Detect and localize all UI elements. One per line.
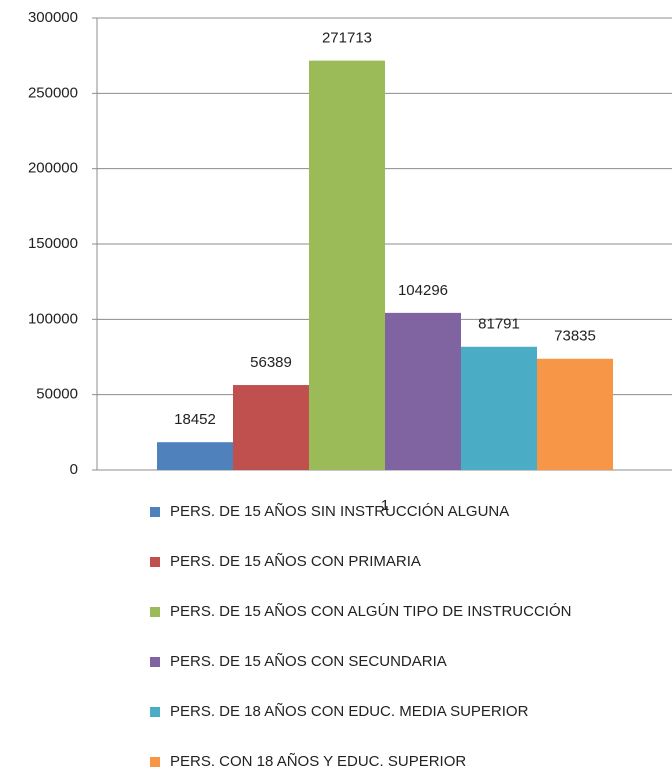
value-label: 81791 bbox=[478, 316, 520, 333]
bar bbox=[385, 312, 461, 470]
bar bbox=[461, 346, 537, 470]
legend-label: PERS. DE 15 AÑOS SIN INSTRUCCIÓN ALGUNA bbox=[170, 503, 509, 520]
value-label: 104296 bbox=[398, 282, 448, 299]
bar bbox=[309, 60, 385, 470]
legend-swatch bbox=[150, 757, 160, 767]
y-tick-label: 300000 bbox=[28, 9, 78, 26]
legend-swatch bbox=[150, 657, 160, 667]
y-tick-label: 50000 bbox=[36, 386, 78, 403]
y-tick-label: 0 bbox=[70, 461, 78, 478]
y-tick-label: 100000 bbox=[28, 310, 78, 327]
legend-label: PERS. DE 15 AÑOS CON SECUNDARIA bbox=[170, 653, 447, 670]
bar bbox=[233, 385, 309, 470]
value-label: 73835 bbox=[554, 328, 596, 345]
legend-label: PERS. CON 18 AÑOS Y EDUC. SUPERIOR bbox=[170, 753, 466, 770]
bar bbox=[537, 358, 613, 470]
y-tick-label: 150000 bbox=[28, 235, 78, 252]
legend-label: PERS. DE 15 AÑOS CON ALGÚN TIPO DE INSTR… bbox=[170, 603, 571, 620]
legend-label: PERS. DE 18 AÑOS CON EDUC. MEDIA SUPERIO… bbox=[170, 703, 529, 720]
value-label: 18452 bbox=[174, 411, 216, 428]
legend-swatch bbox=[150, 607, 160, 617]
value-label: 56389 bbox=[250, 354, 292, 371]
legend-swatch bbox=[150, 707, 160, 717]
legend-swatch bbox=[150, 507, 160, 517]
y-tick-label: 250000 bbox=[28, 84, 78, 101]
legend-swatch bbox=[150, 557, 160, 567]
value-label: 271713 bbox=[322, 30, 372, 47]
y-tick-label: 200000 bbox=[28, 160, 78, 177]
legend-label: PERS. DE 15 AÑOS CON PRIMARIA bbox=[170, 553, 421, 570]
bar bbox=[157, 442, 233, 470]
x-tick-label: 1 bbox=[381, 497, 389, 514]
